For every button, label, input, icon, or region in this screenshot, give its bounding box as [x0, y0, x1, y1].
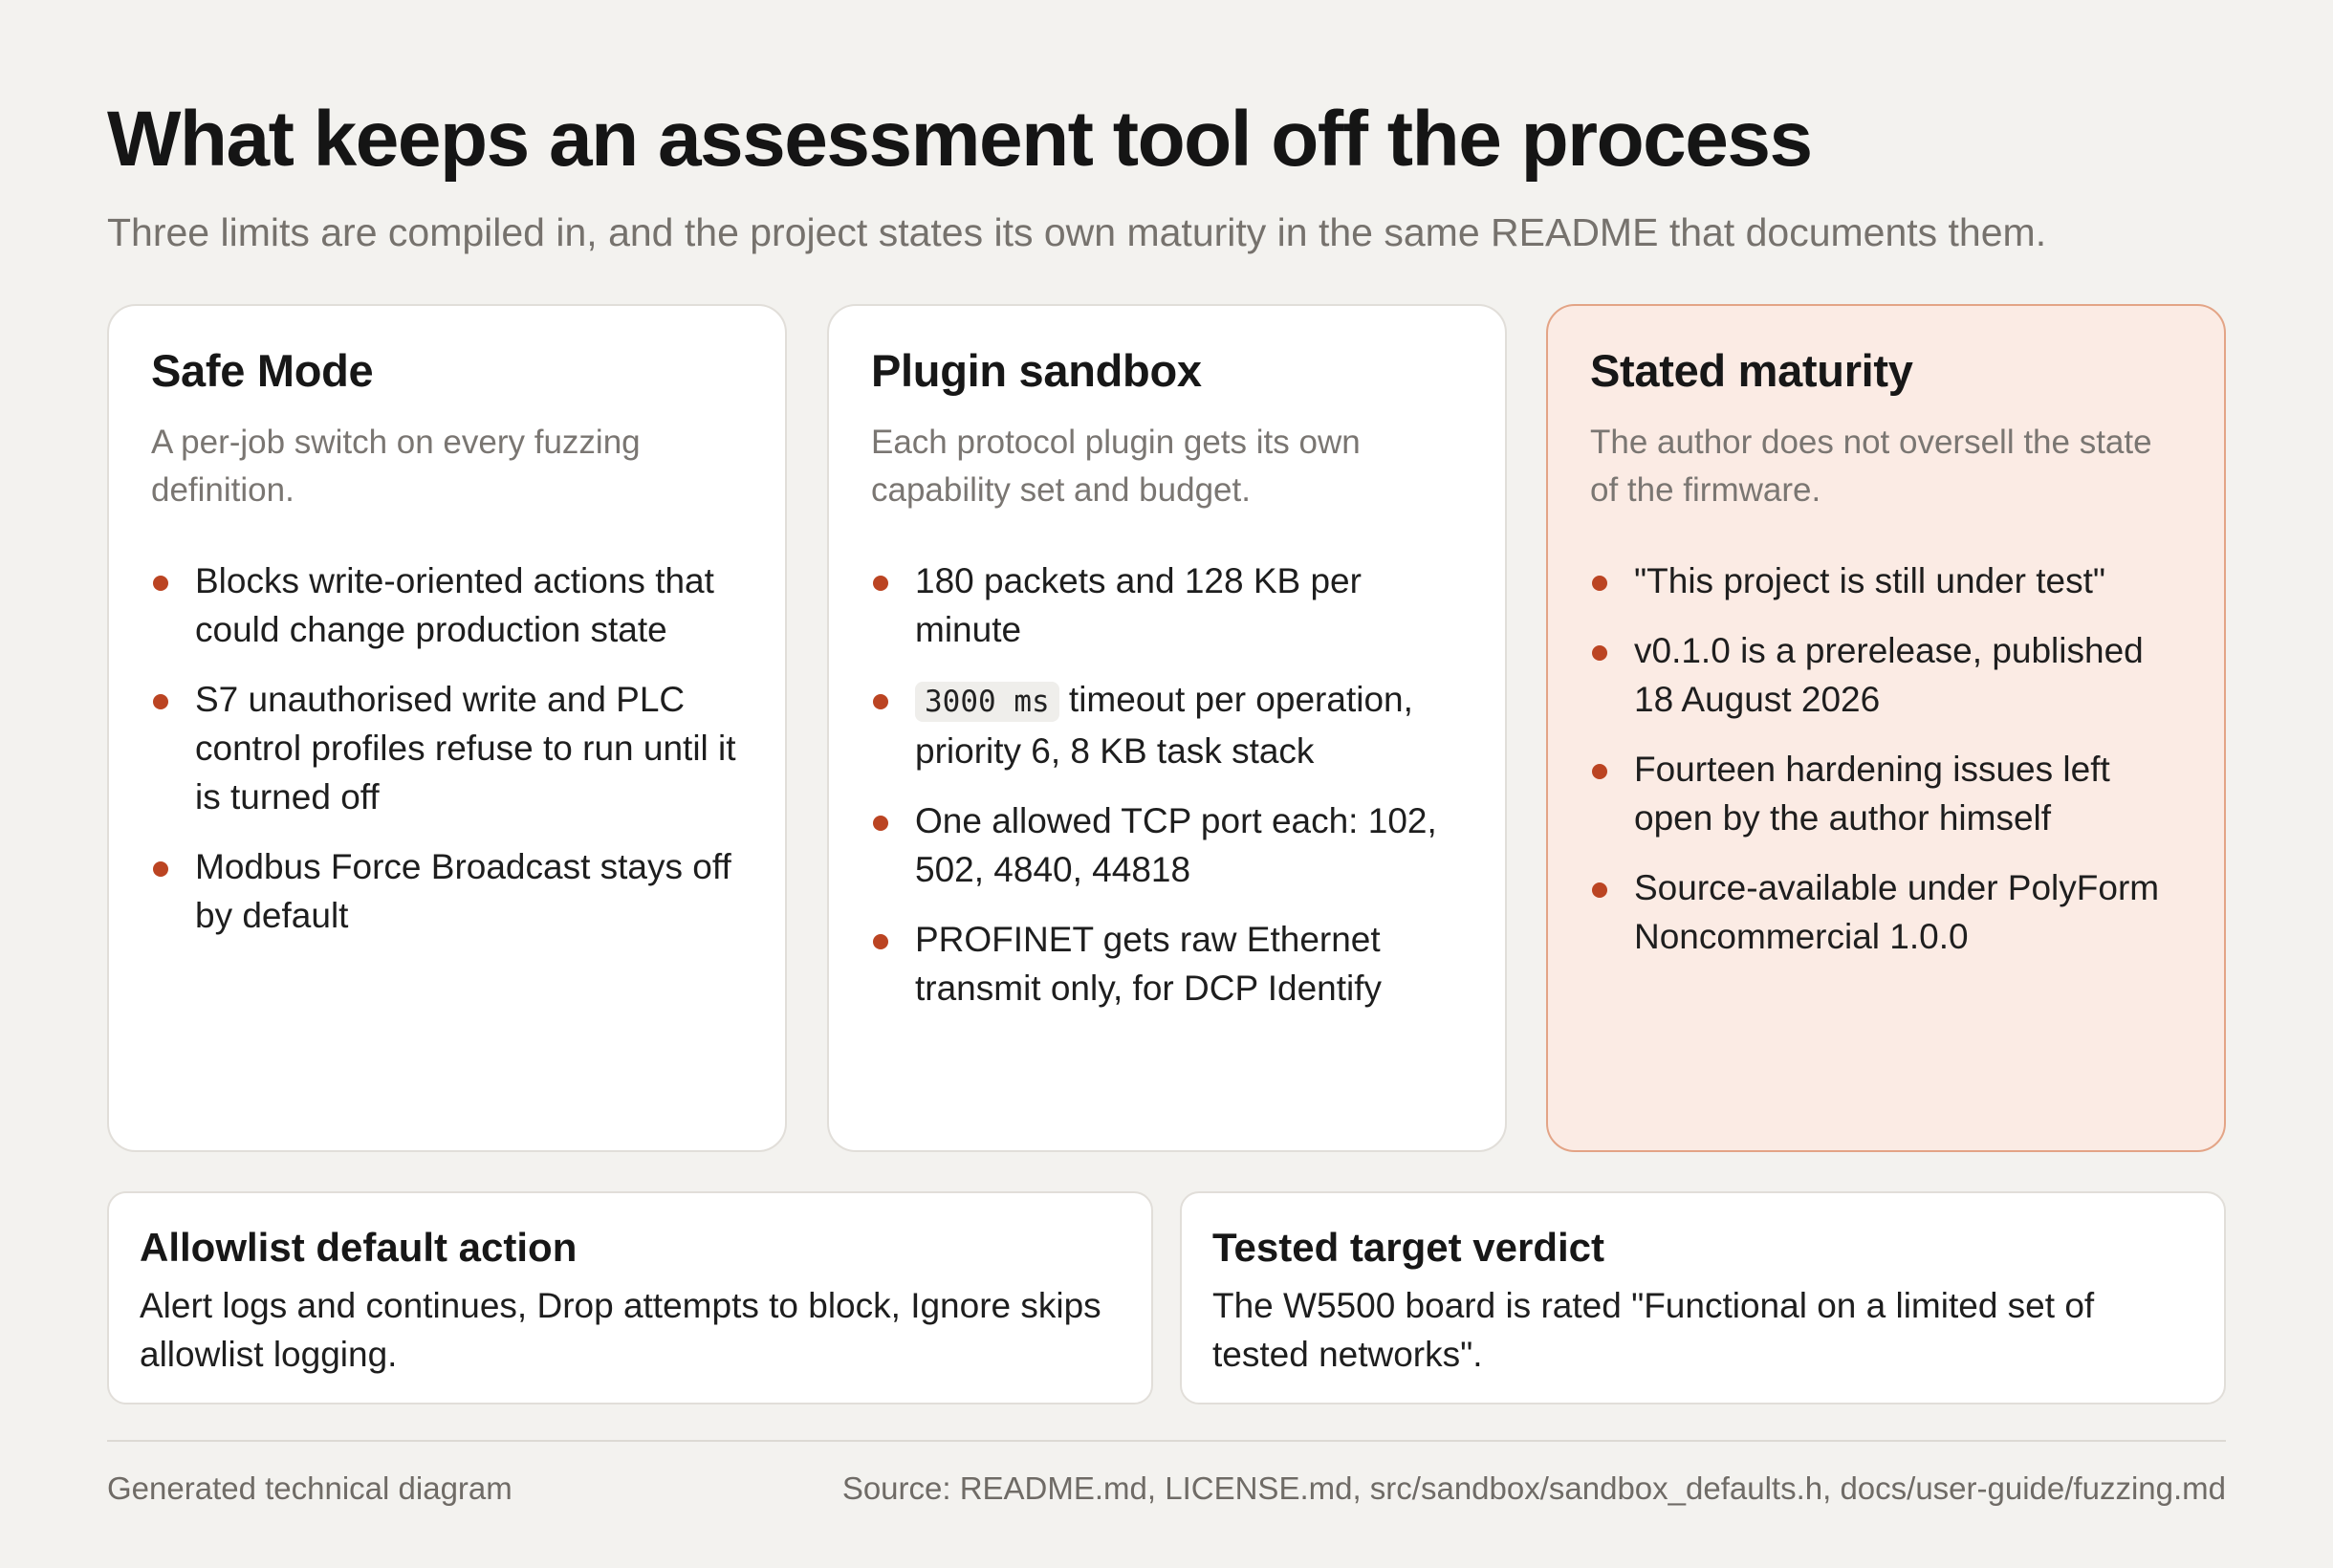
list-item: 180 packets and 128 KB per minute: [871, 556, 1467, 654]
bullet-list: 180 packets and 128 KB per minute 3000 m…: [871, 556, 1467, 1013]
bullet-dot-icon: [153, 694, 168, 709]
card-title: Allowlist default action: [140, 1225, 578, 1270]
bullet-dot-icon: [873, 694, 888, 709]
bullet-list: Blocks write-oriented actions that could…: [151, 556, 747, 940]
card-title: Safe Mode: [151, 345, 374, 396]
list-item: Source-available under PolyForm Noncomme…: [1590, 863, 2186, 961]
bullet-dot-icon: [1592, 882, 1607, 898]
list-item: Modbus Force Broadcast stays off by defa…: [151, 842, 747, 940]
list-item-text: 180 packets and 128 KB per minute: [915, 561, 1362, 649]
footer-source: Source: README.md, LICENSE.md, src/sandb…: [841, 1470, 2226, 1506]
list-item: Blocks write-oriented actions that could…: [151, 556, 747, 654]
card-title: Plugin sandbox: [871, 345, 1202, 396]
bullet-dot-icon: [873, 576, 888, 591]
list-item: PROFINET gets raw Ethernet transmit only…: [871, 915, 1467, 1013]
card-title: Stated maturity: [1590, 345, 1913, 396]
footer-caption: Generated technical diagram: [107, 1470, 512, 1506]
card-title: Tested target verdict: [1212, 1225, 1605, 1270]
card-plugin-sandbox: Plugin sandbox Each protocol plugin gets…: [827, 304, 1507, 1152]
limit-cards: Safe Mode A per-job switch on every fuzz…: [107, 304, 2226, 1152]
page-subtitle: Three limits are compiled in, and the pr…: [107, 210, 2047, 254]
list-item-text: PROFINET gets raw Ethernet transmit only…: [915, 920, 1383, 1008]
bullet-dot-icon: [873, 816, 888, 831]
card-description: The author does not oversell the state o…: [1590, 424, 2152, 509]
card-text: The W5500 board is rated "Functional on …: [1212, 1286, 2095, 1374]
bullet-dot-icon: [1592, 764, 1607, 779]
card-safe-mode: Safe Mode A per-job switch on every fuzz…: [107, 304, 787, 1152]
list-item: 3000 ms timeout per operation, priority …: [871, 675, 1467, 775]
list-item-text: One allowed TCP port each: 102, 502, 484…: [915, 801, 1437, 889]
inline-code: 3000 ms: [915, 682, 1059, 722]
page-title: What keeps an assessment tool off the pr…: [107, 96, 1813, 183]
list-item-text: Source-available under PolyForm Noncomme…: [1634, 868, 2160, 956]
card-stated-maturity: Stated maturity The author does not over…: [1546, 304, 2226, 1152]
card-tested-target-verdict: Tested target verdict The W5500 board is…: [1180, 1191, 2226, 1405]
list-item: v0.1.0 is a prerelease, published 18 Aug…: [1590, 626, 2186, 724]
list-item: S7 unauthorised write and PLC control pr…: [151, 675, 747, 821]
card-description: Each protocol plugin gets its own capabi…: [871, 424, 1361, 509]
list-item: One allowed TCP port each: 102, 502, 484…: [871, 796, 1467, 894]
bullet-list: "This project is still under test" v0.1.…: [1590, 556, 2186, 961]
bullet-dot-icon: [153, 861, 168, 877]
list-item-text: S7 unauthorised write and PLC control pr…: [195, 680, 736, 817]
bullet-dot-icon: [153, 576, 168, 591]
list-item-text: Modbus Force Broadcast stays off by defa…: [195, 847, 731, 935]
card-description: A per-job switch on every fuzzing defini…: [151, 424, 641, 509]
list-item-text: v0.1.0 is a prerelease, published 18 Aug…: [1634, 631, 2144, 719]
bullet-dot-icon: [1592, 576, 1607, 591]
list-item-text: Blocks write-oriented actions that could…: [195, 561, 714, 649]
card-allowlist-default-action: Allowlist default action Alert logs and …: [107, 1191, 1153, 1405]
list-item: Fourteen hardening issues left open by t…: [1590, 745, 2186, 842]
list-item-text: "This project is still under test": [1634, 561, 2106, 600]
card-text: Alert logs and continues, Drop attempts …: [140, 1286, 1101, 1374]
list-item-text: Fourteen hardening issues left open by t…: [1634, 750, 2110, 838]
list-item: "This project is still under test": [1590, 556, 2186, 605]
bullet-dot-icon: [1592, 645, 1607, 661]
bullet-dot-icon: [873, 934, 888, 949]
list-item-text: timeout per operation, priority 6, 8 KB …: [915, 680, 1413, 771]
footer-divider: [107, 1440, 2226, 1442]
